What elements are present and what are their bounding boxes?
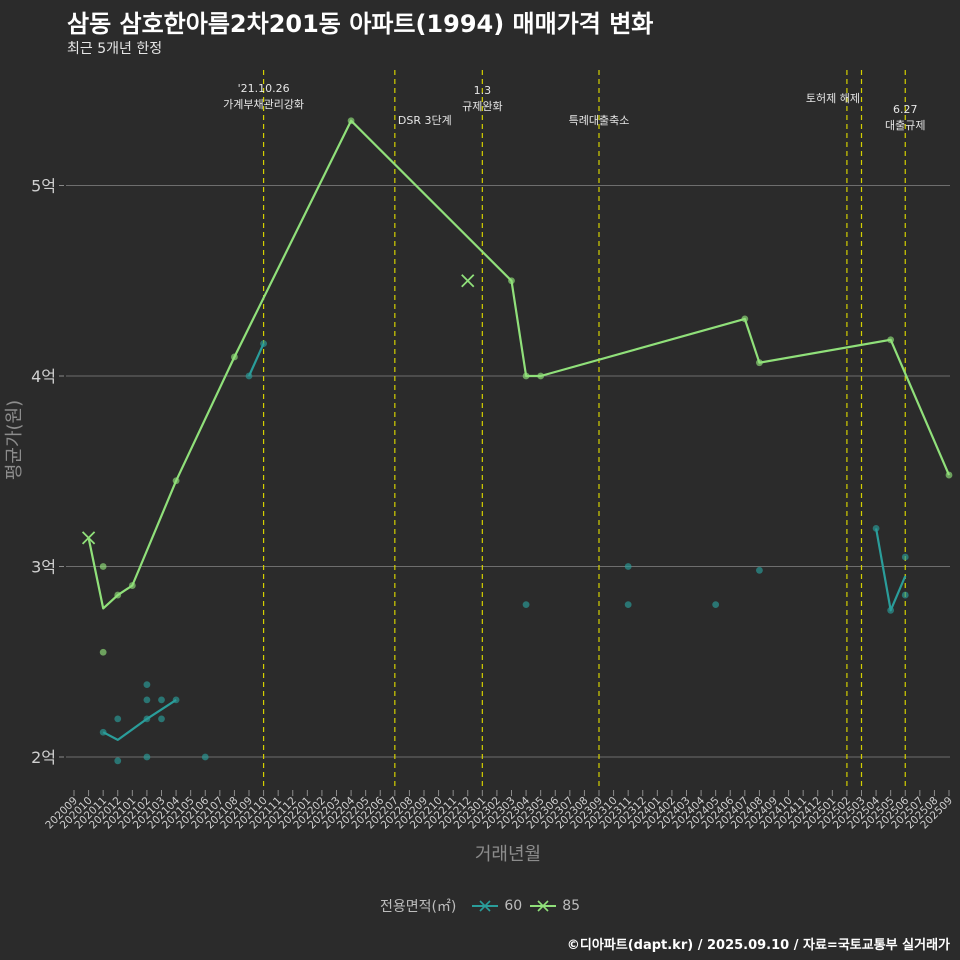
legend-label-85: 85 xyxy=(562,898,581,914)
series-85-cross xyxy=(461,274,475,288)
series-60-line xyxy=(875,528,907,612)
series-85-point xyxy=(508,277,515,285)
series-60-point xyxy=(143,681,151,689)
series-60-point xyxy=(114,715,122,723)
event-label: 토허제 해제 xyxy=(806,91,860,105)
series-85-point xyxy=(945,471,953,479)
series-85-point xyxy=(99,648,107,656)
series-60-point xyxy=(143,753,151,761)
legend: 전용면적(㎡) 60 85 xyxy=(0,896,960,916)
series-60-point xyxy=(201,753,209,761)
series-85-point xyxy=(172,477,180,485)
series-85-point xyxy=(347,117,355,125)
series-60-point xyxy=(260,340,267,348)
grid-lines xyxy=(66,185,950,758)
series-60-point xyxy=(624,601,632,608)
chart-subtitle: 최근 5개년 한정 xyxy=(67,41,163,57)
series-85-point xyxy=(99,563,107,570)
y-axis-ticks: 2억 3억 4억 5억 xyxy=(31,177,64,767)
series-85-point xyxy=(128,582,136,589)
legend-item-85: 85 xyxy=(530,898,580,914)
series-85-point xyxy=(114,591,122,599)
series-60-point xyxy=(114,757,122,765)
series-60-point xyxy=(872,525,880,532)
legend-title: 전용면적(㎡) xyxy=(379,899,457,915)
series-60-point xyxy=(712,601,720,608)
x-axis-label: 거래년월 xyxy=(475,844,541,865)
series-85-cross xyxy=(81,531,96,545)
series-60-point xyxy=(756,566,763,574)
legend-key-85-icon xyxy=(530,900,557,912)
y-tick-label: 5억 xyxy=(31,177,56,196)
series-85-point xyxy=(231,353,238,361)
event-label: 대출규제 xyxy=(885,119,925,132)
y-tick-label: 2억 xyxy=(31,748,56,767)
series-60-point xyxy=(143,696,151,704)
event-label: '21.10.26 xyxy=(238,82,290,95)
event-label: DSR 3단계 xyxy=(398,114,452,127)
series-85-point xyxy=(741,315,749,323)
event-label: 가계부채관리강화 xyxy=(223,98,304,111)
source-credit: ©디아파트(dapt.kr) / 2025.09.10 / 자료=국토교통부 실… xyxy=(566,938,950,953)
series-85-point xyxy=(537,372,545,380)
y-tick-label: 4억 xyxy=(31,367,56,386)
series-85-line xyxy=(87,119,951,610)
y-axis-label: 평균가(원) xyxy=(4,400,25,480)
series-60-line xyxy=(247,343,265,377)
series-60-point xyxy=(624,563,632,570)
series-60-point xyxy=(143,715,151,723)
event-label: 1.3 xyxy=(474,84,492,97)
series-60-point xyxy=(158,696,165,704)
series-60-point xyxy=(522,601,530,608)
series-85-point xyxy=(887,336,895,344)
event-label: 규제완화 xyxy=(462,100,502,113)
legend-key-60-icon xyxy=(472,900,499,912)
series-60-point xyxy=(901,591,909,599)
legend-label-60: 60 xyxy=(504,898,523,914)
event-label: 6.27 xyxy=(893,103,918,116)
series-60-point xyxy=(172,696,180,704)
event-label: 특례대출축소 xyxy=(569,114,630,127)
series-60-point xyxy=(99,728,107,736)
y-tick-label: 3억 xyxy=(31,558,56,577)
legend-item-60: 60 xyxy=(472,898,522,914)
x-axis-ticks: 2020092020102020112020122021012021022021… xyxy=(43,790,955,831)
series-60-point xyxy=(887,606,895,614)
series-60-line xyxy=(102,698,177,741)
series-marks xyxy=(81,117,953,765)
series-85-point xyxy=(522,372,530,380)
series-60-point xyxy=(158,715,165,723)
chart-title: 삼동 삼호한아름2차201동 아파트(1994) 매매가격 변화 xyxy=(67,10,654,38)
series-85-point xyxy=(756,359,763,367)
series-60-point xyxy=(245,372,253,380)
series-60-point xyxy=(901,553,909,561)
